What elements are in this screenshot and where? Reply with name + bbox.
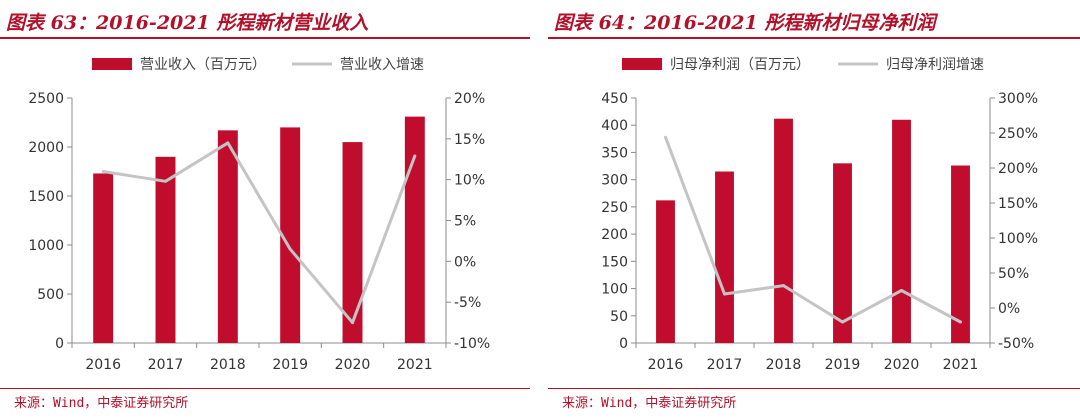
left-axis-tick-label: 300 (601, 173, 628, 189)
left-axis-tick-label: 0 (55, 336, 64, 352)
x-axis-tick-label: 2016 (85, 357, 121, 373)
bar (155, 156, 176, 343)
growth-line-point (413, 154, 417, 158)
growth-line-point (226, 141, 230, 145)
bar (93, 173, 114, 343)
bar (217, 130, 238, 343)
left-axis-tick-label: 2500 (28, 91, 64, 107)
growth-line-point (900, 289, 903, 292)
bar (342, 142, 363, 343)
growth-line-point (959, 320, 962, 324)
net-profit-chart: 归母净利润（百万元） 归母净利润增速 0 50 100 150 200 250 300 350 40… (601, 56, 1038, 373)
right-axis-tick-label: 50% (998, 266, 1029, 282)
bar (892, 119, 911, 344)
right-axis-tick-label: 5% (454, 214, 476, 230)
source-note: 来源：Wind，中泰证券研究所 (562, 396, 737, 411)
bar (656, 200, 675, 343)
chart-title: 图表 63：2016-2021 彤程新材营业收入 (6, 12, 369, 34)
growth-line-point (782, 284, 785, 288)
left-axis-tick-label: 150 (601, 254, 628, 270)
x-axis-tick-label: 2018 (766, 357, 802, 373)
left-axis-tick-label: 500 (37, 287, 64, 303)
growth-line (102, 141, 417, 325)
right-axis-tick-label: -5% (454, 295, 481, 311)
right-axis-tick-label: 0% (454, 254, 476, 270)
source-divider (548, 388, 1080, 389)
left-axis-tick-label: 350 (601, 145, 628, 161)
chart-title: 图表 64：2016-2021 彤程新材归母净利润 (554, 12, 936, 34)
left-axis-tick-label: 100 (601, 282, 628, 298)
growth-line-point (288, 247, 292, 251)
growth-line (664, 136, 962, 324)
x-axis-tick-label: 2021 (397, 357, 433, 373)
growth-line-point (841, 320, 844, 324)
left-axis-tick-label: 1500 (28, 189, 64, 205)
growth-line-point (101, 170, 105, 173)
right-axis-tick-label: -10% (454, 336, 490, 352)
left-axis-tick-label: 250 (601, 200, 628, 216)
right-axis-tick-label: 150% (998, 196, 1038, 212)
x-axis-tick-label: 2017 (707, 357, 743, 373)
chart-panel-revenue: 图表 63：2016-2021 彤程新材营业收入 营业收入（百万元） 营业收入增速… (0, 0, 530, 419)
title-divider (548, 37, 1080, 39)
legend-label-line: 归母净利润增速 (886, 56, 984, 73)
bar (774, 118, 793, 343)
left-axis-tick-label: 0 (619, 336, 628, 352)
x-axis-tick-label: 2016 (648, 357, 684, 373)
right-axis-tick-label: 100% (998, 231, 1038, 247)
right-axis-tick-label: 200% (998, 161, 1038, 177)
left-axis-tick-label: 200 (601, 227, 628, 243)
growth-line-point (164, 179, 167, 183)
right-axis-tick-label: 10% (454, 173, 485, 189)
left-axis-tick-label: 400 (601, 118, 628, 134)
right-axis-tick-label: 20% (454, 91, 485, 107)
right-axis-tick-label: 250% (998, 126, 1038, 142)
legend-swatch-bar (622, 58, 662, 70)
legend-label-bar: 营业收入（百万元） (140, 57, 266, 73)
right-axis-tick-label: 15% (454, 132, 485, 148)
right-axis-tick-label: 300% (998, 91, 1038, 107)
bar (833, 163, 852, 343)
x-axis-tick-label: 2020 (335, 357, 371, 373)
source-divider (0, 388, 530, 389)
x-axis-tick-label: 2019 (272, 357, 308, 373)
bar (715, 171, 734, 343)
legend-swatch-bar (92, 58, 132, 70)
revenue-chart: 营业收入（百万元） 营业收入增速 0 500 1000 1500 2000 2500 -10% -… (28, 57, 490, 373)
bar (404, 116, 425, 344)
growth-line-point (351, 321, 354, 325)
bar (280, 127, 301, 344)
title-divider (0, 37, 530, 39)
x-axis-tick-label: 2019 (825, 357, 861, 373)
right-axis-tick-label: 0% (998, 301, 1020, 317)
x-axis-tick-label: 2017 (148, 357, 184, 373)
left-axis-tick-label: 450 (601, 91, 628, 107)
x-axis-tick-label: 2018 (210, 357, 246, 373)
bar (951, 165, 970, 343)
source-note: 来源：Wind，中泰证券研究所 (14, 396, 189, 411)
right-axis-tick-label: -50% (998, 336, 1034, 352)
x-axis-tick-label: 2020 (884, 357, 920, 373)
growth-line-point (723, 292, 726, 296)
chart-panel-net-profit: 图表 64：2016-2021 彤程新材归母净利润 归母净利润（百万元） 归母净利… (548, 0, 1080, 419)
left-axis-tick-label: 1000 (28, 238, 64, 254)
legend-label-bar: 归母净利润（百万元） (670, 56, 810, 73)
left-axis-tick-label: 2000 (28, 140, 64, 156)
x-axis-tick-label: 2021 (943, 357, 979, 373)
growth-line-point (664, 135, 667, 139)
legend-label-line: 营业收入增速 (340, 57, 424, 73)
left-axis-tick-label: 50 (610, 309, 628, 325)
